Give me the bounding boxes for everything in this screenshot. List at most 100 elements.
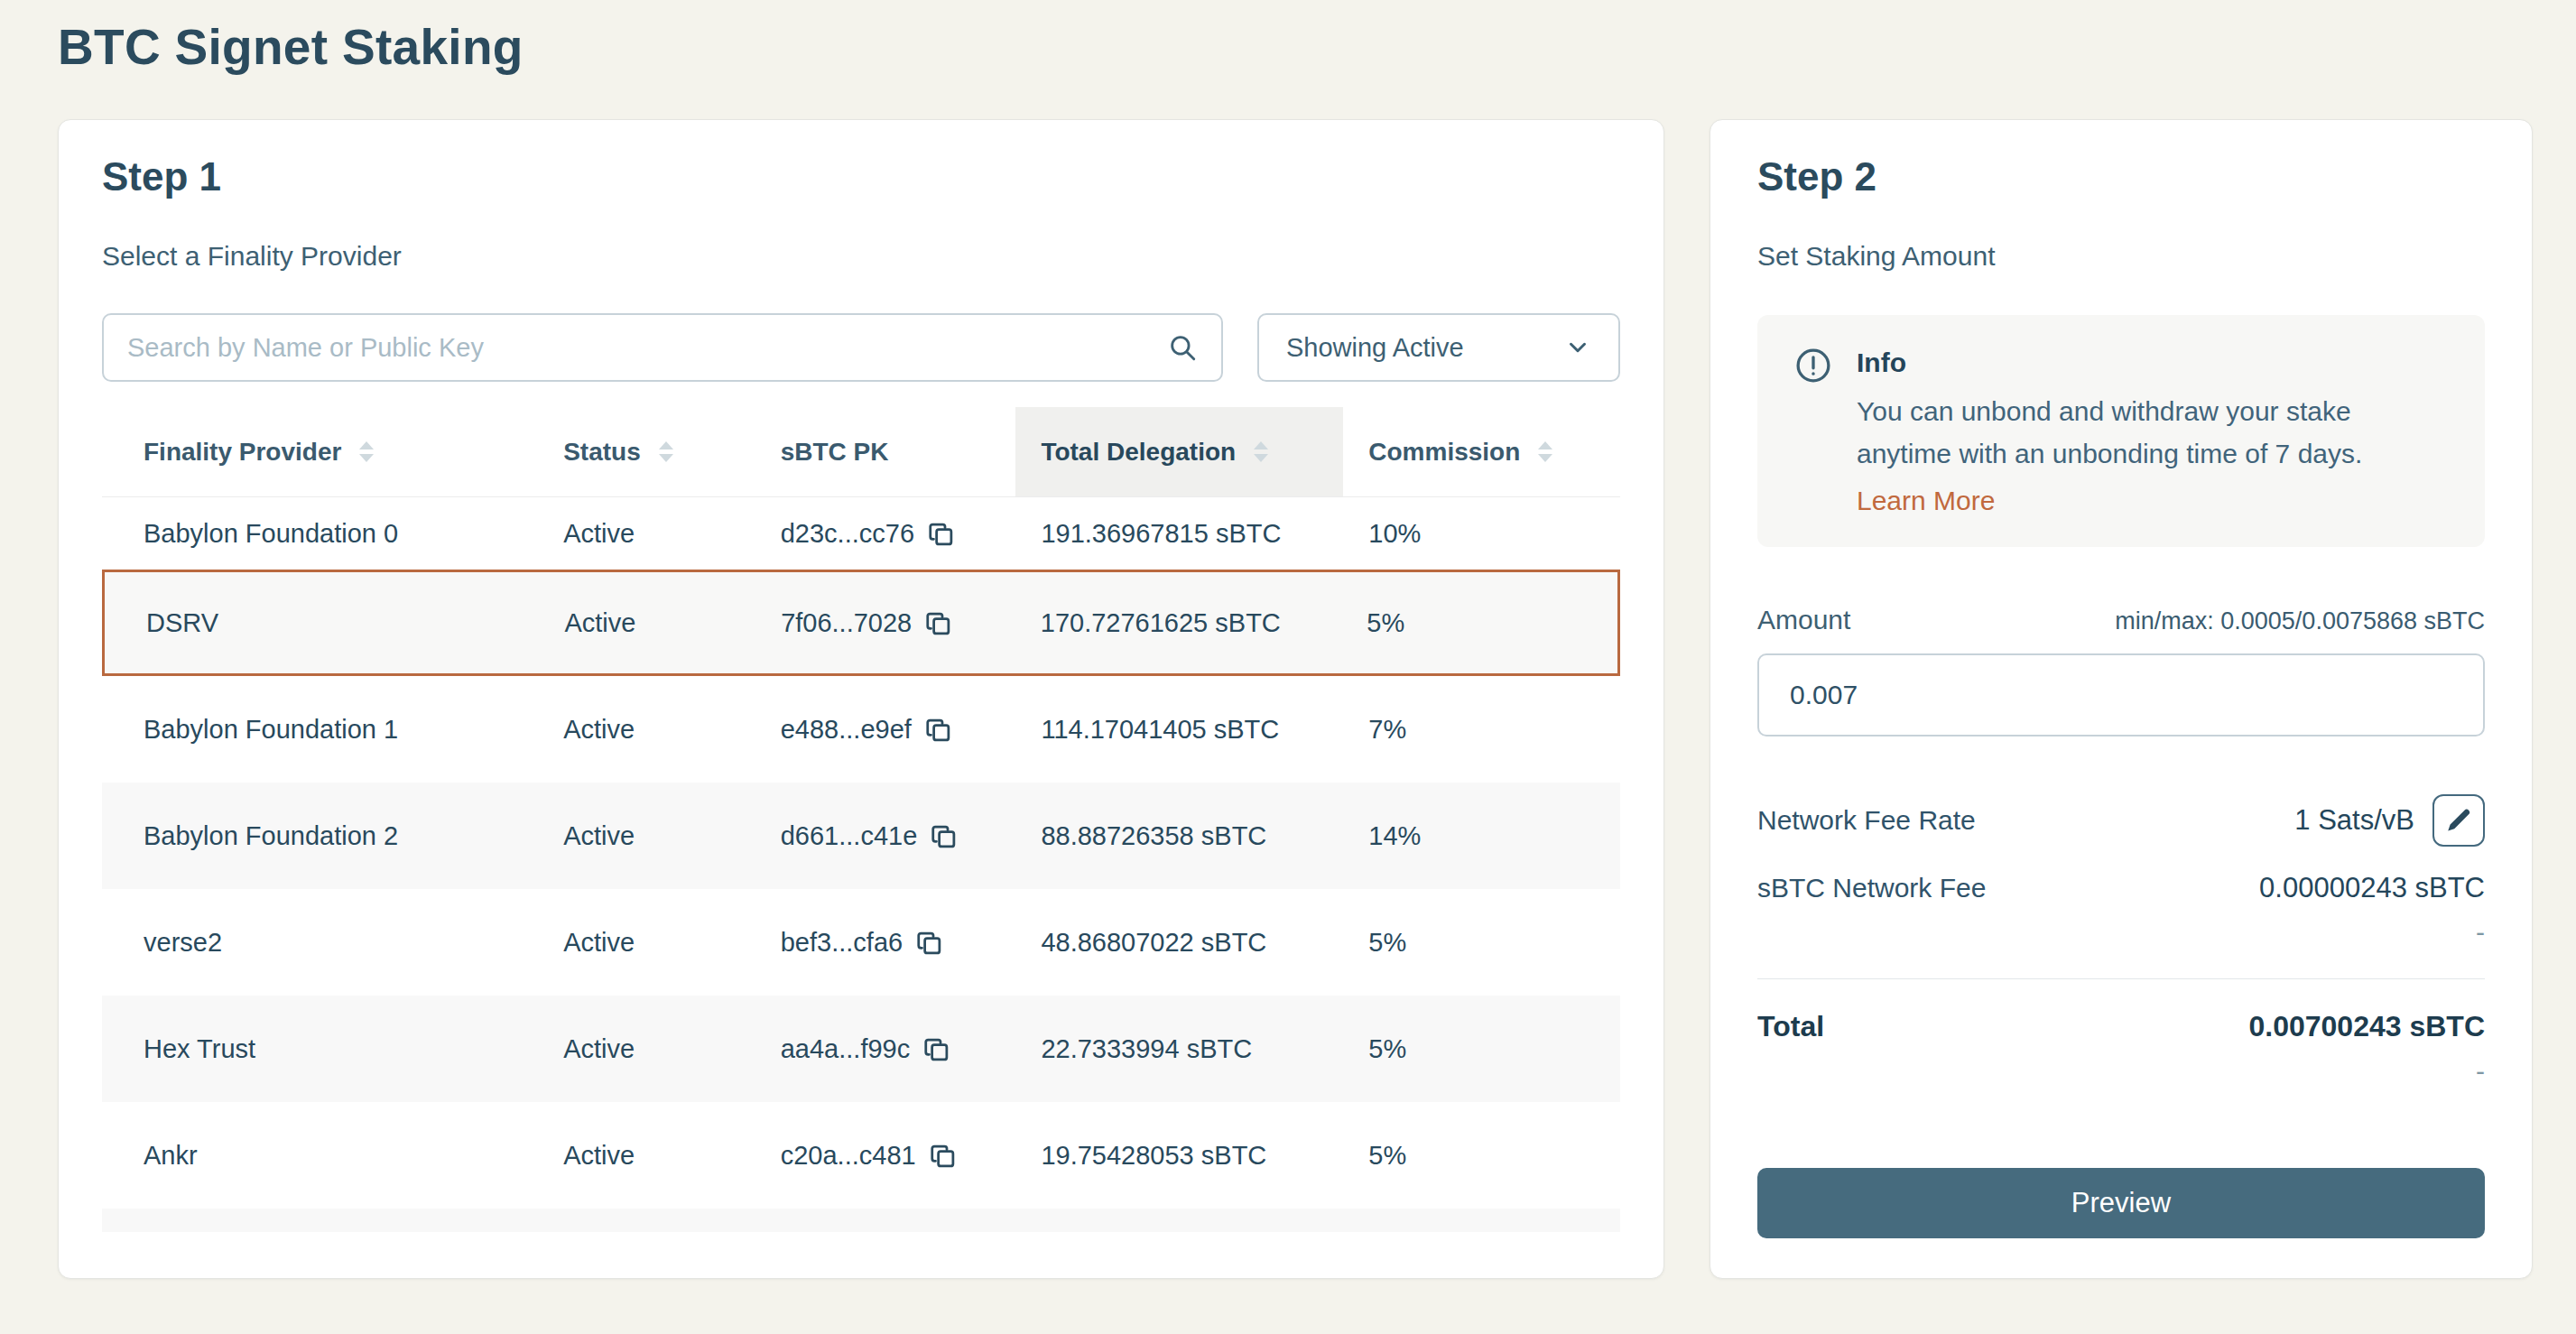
cell-delegation: 114.17041405 sBTC (1015, 715, 1343, 745)
network-fee-rate-value: 1 Sats/vB (2294, 804, 2414, 837)
total-secondary: - (1757, 1056, 2485, 1087)
status-filter-dropdown[interactable]: Showing Active (1257, 313, 1620, 382)
sort-icon (359, 441, 374, 462)
step1-card: Step 1 Select a Finality Provider Showin… (58, 119, 1664, 1279)
info-content: Info You can unbond and withdraw your st… (1857, 346, 2449, 516)
step1-heading: Step 1 (102, 154, 1620, 199)
step2-subheading: Set Staking Amount (1757, 241, 2485, 272)
cell-commission: 5% (1341, 608, 1617, 638)
amount-input[interactable] (1757, 653, 2485, 736)
info-title: Info (1857, 346, 2449, 378)
page-title: BTC Signet Staking (58, 18, 2576, 76)
table-row[interactable]: verse2 Active bef3...cfa6 48.86807022 sB… (102, 889, 1620, 996)
cell-delegation: 170.72761625 sBTC (1015, 608, 1342, 638)
step2-heading: Step 2 (1757, 154, 2485, 199)
cell-commission: 5% (1343, 1141, 1620, 1171)
table-body: Babylon Foundation 0 Active d23c...cc76 … (102, 497, 1620, 1209)
table-row[interactable]: DSRV Active 7f06...7028 170.72761625 sBT… (102, 570, 1620, 676)
cell-provider: verse2 (102, 928, 538, 958)
preview-button[interactable]: Preview (1757, 1168, 2485, 1238)
sort-icon (1538, 441, 1552, 462)
cell-pk: aa4a...f99c (755, 1034, 1016, 1064)
cell-delegation: 191.36967815 sBTC (1015, 519, 1343, 549)
sbtc-network-fee-secondary: - (1757, 917, 2485, 948)
sort-icon (659, 441, 673, 462)
cell-provider: Hex Trust (102, 1034, 538, 1064)
copy-icon[interactable] (929, 1142, 956, 1169)
network-fee-rate-label: Network Fee Rate (1757, 805, 1976, 836)
cell-pk: c20a...c481 (755, 1141, 1016, 1171)
network-fee-rate-row: Network Fee Rate 1 Sats/vB (1757, 794, 2485, 847)
column-label: Status (563, 438, 641, 467)
pk-text: 7f06...7028 (781, 608, 912, 638)
pencil-icon (2445, 807, 2472, 834)
amount-minmax: min/max: 0.0005/0.0075868 sBTC (2115, 607, 2485, 635)
cell-commission: 5% (1343, 1034, 1620, 1064)
table-controls: Showing Active (102, 313, 1620, 382)
amount-row: Amount min/max: 0.0005/0.0075868 sBTC (1757, 605, 2485, 635)
cell-delegation: 19.75428053 sBTC (1015, 1141, 1343, 1171)
table-header-row: Finality Provider Status sBTC PK Total D… (102, 407, 1620, 497)
table-row[interactable]: Ankr Active c20a...c481 19.75428053 sBTC… (102, 1102, 1620, 1209)
table-row[interactable]: Babylon Foundation 1 Active e488...e9ef … (102, 676, 1620, 783)
table-row[interactable]: Babylon Foundation 2 Active d661...c41e … (102, 783, 1620, 889)
pk-text: bef3...cfa6 (781, 928, 903, 958)
summary-divider (1757, 978, 2485, 979)
cell-status: Active (539, 608, 755, 638)
cell-commission: 7% (1343, 715, 1620, 745)
copy-icon[interactable] (922, 1035, 950, 1062)
column-header-commission[interactable]: Commission (1343, 407, 1620, 496)
copy-icon[interactable] (924, 716, 951, 743)
edit-fee-rate-button[interactable] (2432, 794, 2485, 847)
search-box[interactable] (102, 313, 1223, 382)
table-row[interactable]: Hex Trust Active aa4a...f99c 22.7333994 … (102, 996, 1620, 1102)
step1-subheading: Select a Finality Provider (102, 241, 1620, 272)
cell-provider: Babylon Foundation 2 (102, 821, 538, 851)
total-row: Total 0.00700243 sBTC (1757, 1010, 2485, 1043)
table-row-partial (102, 1209, 1620, 1232)
sbtc-network-fee-row: sBTC Network Fee 0.00000243 sBTC (1757, 872, 2485, 904)
cell-pk: 7f06...7028 (755, 608, 1015, 638)
cell-commission: 5% (1343, 928, 1620, 958)
cell-delegation: 88.88726358 sBTC (1015, 821, 1343, 851)
cell-provider: Babylon Foundation 0 (102, 519, 538, 549)
cell-delegation: 48.86807022 sBTC (1015, 928, 1343, 958)
total-value: 0.00700243 sBTC (2248, 1010, 2485, 1043)
cell-status: Active (538, 928, 755, 958)
sbtc-network-fee-label: sBTC Network Fee (1757, 873, 1986, 903)
pk-text: d23c...cc76 (781, 519, 914, 549)
cell-pk: d661...c41e (755, 821, 1016, 851)
cell-commission: 14% (1343, 821, 1620, 851)
cell-commission: 10% (1343, 519, 1620, 549)
copy-icon[interactable] (927, 520, 954, 547)
sbtc-network-fee-value: 0.00000243 sBTC (2259, 872, 2485, 904)
cell-pk: d23c...cc76 (755, 519, 1016, 549)
copy-icon[interactable] (930, 822, 957, 849)
main-layout: Step 1 Select a Finality Provider Showin… (58, 119, 2533, 1279)
table-row[interactable]: Babylon Foundation 0 Active d23c...cc76 … (102, 497, 1620, 570)
pk-text: d661...c41e (781, 821, 918, 851)
column-label: Finality Provider (144, 438, 341, 467)
search-input[interactable] (127, 333, 1167, 363)
pk-text: aa4a...f99c (781, 1034, 911, 1064)
info-icon (1793, 346, 1833, 385)
cell-status: Active (538, 715, 755, 745)
sort-icon (1254, 441, 1268, 462)
info-box: Info You can unbond and withdraw your st… (1757, 315, 2485, 547)
copy-icon[interactable] (924, 609, 951, 636)
column-header-status[interactable]: Status (538, 407, 755, 496)
cell-delegation: 22.7333994 sBTC (1015, 1034, 1343, 1064)
cell-status: Active (538, 1034, 755, 1064)
learn-more-link[interactable]: Learn More (1857, 486, 1995, 516)
column-label: Commission (1368, 438, 1520, 467)
copy-icon[interactable] (915, 929, 942, 956)
column-header-total-delegation[interactable]: Total Delegation (1015, 407, 1343, 496)
network-fee-rate-value-wrap: 1 Sats/vB (2294, 794, 2485, 847)
column-header-finality-provider[interactable]: Finality Provider (102, 407, 538, 496)
chevron-down-icon (1564, 334, 1591, 361)
info-body: You can unbond and withdraw your stake a… (1857, 391, 2449, 475)
finality-provider-table: Finality Provider Status sBTC PK Total D… (102, 407, 1620, 1232)
column-label: Total Delegation (1041, 438, 1236, 467)
pk-text: e488...e9ef (781, 715, 912, 745)
column-label: sBTC PK (781, 438, 889, 467)
